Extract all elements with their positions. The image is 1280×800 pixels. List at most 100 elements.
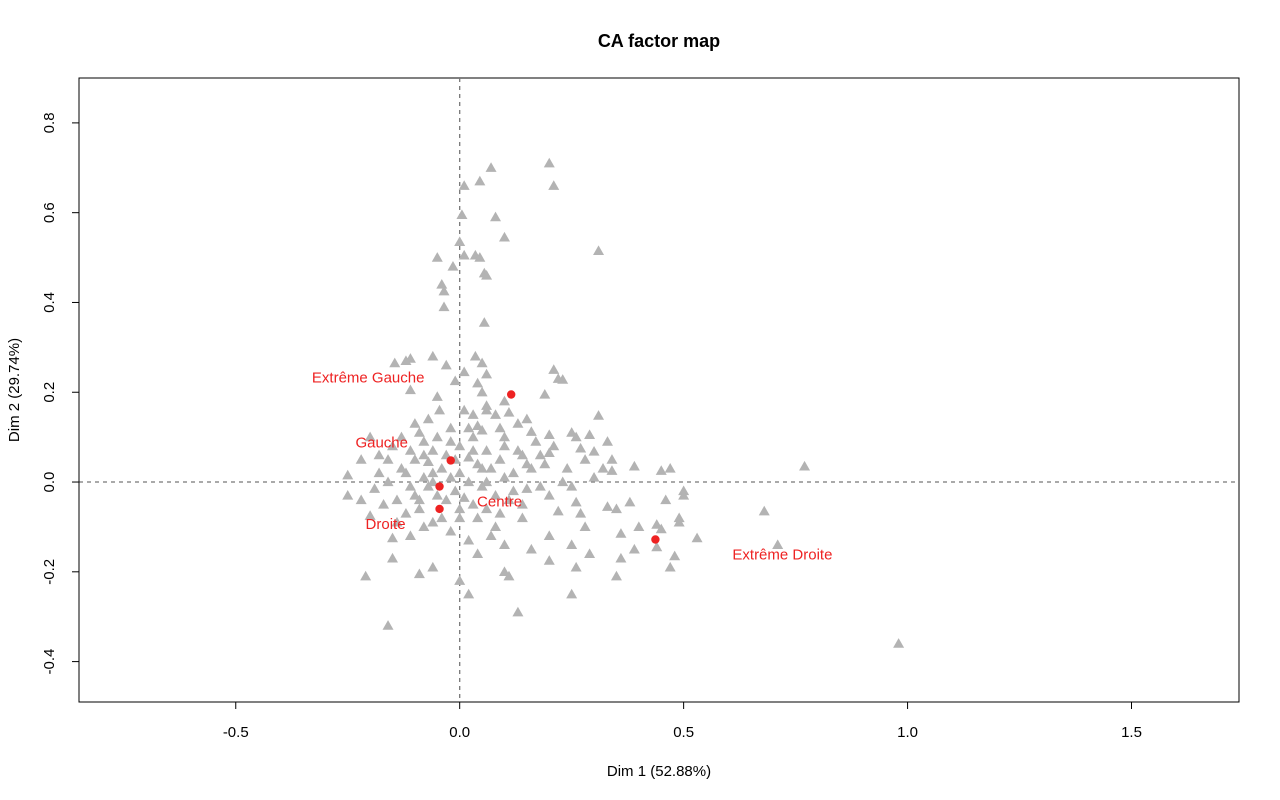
row-point — [418, 449, 430, 460]
row-point — [458, 492, 470, 502]
y-tick-label: 0.8 — [41, 112, 58, 133]
row-point — [494, 422, 506, 433]
row-point — [758, 505, 770, 516]
row-point — [434, 404, 446, 415]
row-point — [373, 467, 385, 478]
row-point — [507, 485, 519, 496]
row-point — [498, 539, 510, 550]
row-point — [570, 431, 582, 442]
row-point — [467, 498, 479, 509]
row-point — [382, 476, 394, 487]
row-point — [606, 465, 618, 475]
row-point — [593, 245, 605, 255]
row-point — [498, 431, 510, 442]
row-point — [498, 472, 510, 482]
row-point — [660, 494, 672, 505]
row-point — [472, 458, 484, 469]
row-point — [601, 436, 613, 446]
row-point — [472, 420, 484, 431]
row-point — [490, 521, 502, 532]
row-point — [516, 449, 528, 460]
row-point — [525, 543, 537, 554]
row-point — [474, 175, 486, 186]
row-point — [772, 539, 784, 550]
row-point — [458, 249, 470, 260]
row-point — [525, 426, 537, 436]
row-point — [472, 512, 484, 523]
row-point — [543, 489, 555, 500]
y-tick-label: -0.2 — [41, 559, 58, 585]
row-point — [498, 231, 510, 242]
row-point — [498, 395, 510, 406]
row-point — [395, 431, 407, 442]
row-point — [521, 413, 533, 424]
row-point — [651, 541, 663, 552]
row-point — [503, 494, 515, 505]
row-point — [628, 543, 640, 554]
row-point — [476, 386, 488, 397]
row-point — [431, 431, 443, 442]
row-point — [409, 489, 421, 500]
row-point — [481, 476, 493, 487]
row-point — [400, 507, 412, 518]
row-point — [512, 418, 524, 428]
row-point — [427, 476, 439, 487]
row-point — [378, 498, 390, 509]
row-point — [463, 476, 475, 487]
row-point — [566, 481, 578, 491]
row-point — [579, 454, 591, 464]
row-point — [893, 638, 905, 648]
row-point — [454, 512, 466, 523]
row-point — [570, 496, 582, 507]
row-point — [422, 456, 434, 466]
y-tick-label: 0.0 — [41, 472, 58, 493]
x-tick-label: 1.0 — [897, 724, 918, 741]
row-point — [678, 489, 690, 500]
row-point — [615, 552, 627, 563]
row-point — [615, 528, 627, 538]
row-point — [494, 454, 506, 464]
row-point — [436, 512, 448, 523]
row-point — [364, 510, 376, 520]
row-point — [449, 375, 461, 386]
row-point — [436, 463, 448, 473]
row-point — [534, 449, 546, 460]
row-point — [548, 440, 560, 451]
row-point — [449, 485, 461, 496]
row-point — [584, 429, 596, 440]
row-point — [503, 570, 515, 581]
row-point — [463, 534, 475, 545]
row-point — [404, 445, 416, 455]
row-point — [557, 476, 569, 487]
row-point — [575, 442, 587, 453]
column-point — [435, 482, 444, 491]
row-point — [628, 460, 640, 471]
y-axis: -0.4 -0.2 0.0 0.2 0.4 0.6 0.8 — [41, 112, 80, 675]
row-point — [438, 285, 450, 296]
row-point — [481, 445, 493, 455]
row-point — [552, 505, 564, 516]
row-point — [543, 429, 555, 440]
y-tick-label: 0.2 — [41, 382, 58, 403]
row-point — [633, 521, 645, 532]
row-point — [521, 458, 533, 469]
row-point — [485, 162, 497, 172]
row-point — [469, 350, 481, 361]
row-point — [413, 503, 425, 514]
row-point — [530, 436, 542, 446]
row-point — [373, 449, 385, 460]
row-point — [494, 507, 506, 518]
row-point — [593, 410, 605, 420]
row-point — [409, 454, 421, 464]
row-point — [512, 445, 524, 455]
row-point — [418, 436, 430, 446]
row-point — [409, 418, 421, 428]
x-axis: -0.5 0.0 0.5 1.0 1.5 — [223, 701, 1142, 741]
row-point — [427, 350, 439, 361]
row-point — [579, 521, 591, 532]
row-point — [588, 446, 600, 456]
row-point — [485, 530, 497, 541]
row-point — [521, 483, 533, 493]
row-point — [566, 539, 578, 550]
reference-lines — [79, 78, 1239, 702]
